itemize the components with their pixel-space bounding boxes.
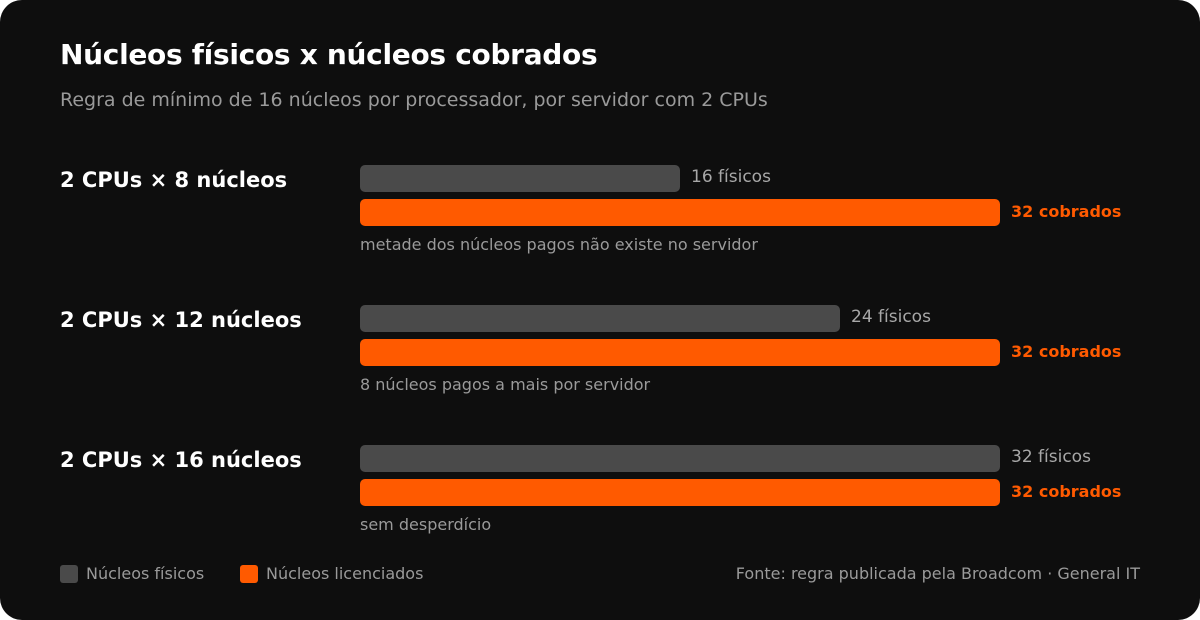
- category-label: 2 CPUs × 16 núcleos: [60, 448, 302, 472]
- bar-physical: [360, 305, 840, 332]
- legend-label-physical: Núcleos físicos: [86, 564, 205, 583]
- value-label-physical: 24 físicos: [851, 307, 931, 327]
- value-label-licensed: 32 cobrados: [1011, 342, 1122, 361]
- category-label: 2 CPUs × 8 núcleos: [60, 168, 288, 192]
- chart-title: Núcleos físicos x núcleos cobrados: [60, 38, 598, 71]
- value-label-licensed: 32 cobrados: [1011, 482, 1122, 501]
- bar-licensed: [360, 479, 1000, 506]
- bar-physical: [360, 165, 680, 192]
- bar-annotation: metade dos núcleos pagos não existe no s…: [360, 235, 758, 254]
- source-note: Fonte: regra publicada pela Broadcom · G…: [735, 564, 1140, 583]
- bar-physical: [360, 445, 1000, 472]
- chart-subtitle: Regra de mínimo de 16 núcleos por proces…: [60, 89, 768, 111]
- bar-annotation: sem desperdício: [360, 515, 492, 534]
- legend-swatch-physical: [60, 565, 78, 583]
- legend-swatch-licensed: [240, 565, 258, 583]
- bar-licensed: [360, 339, 1000, 366]
- value-label-physical: 16 físicos: [691, 167, 771, 187]
- bar-licensed: [360, 199, 1000, 226]
- value-label-licensed: 32 cobrados: [1011, 202, 1122, 221]
- legend-label-licensed: Núcleos licenciados: [266, 564, 424, 583]
- value-label-physical: 32 físicos: [1011, 447, 1091, 467]
- bar-annotation: 8 núcleos pagos a mais por servidor: [360, 375, 651, 394]
- category-label: 2 CPUs × 12 núcleos: [60, 308, 302, 332]
